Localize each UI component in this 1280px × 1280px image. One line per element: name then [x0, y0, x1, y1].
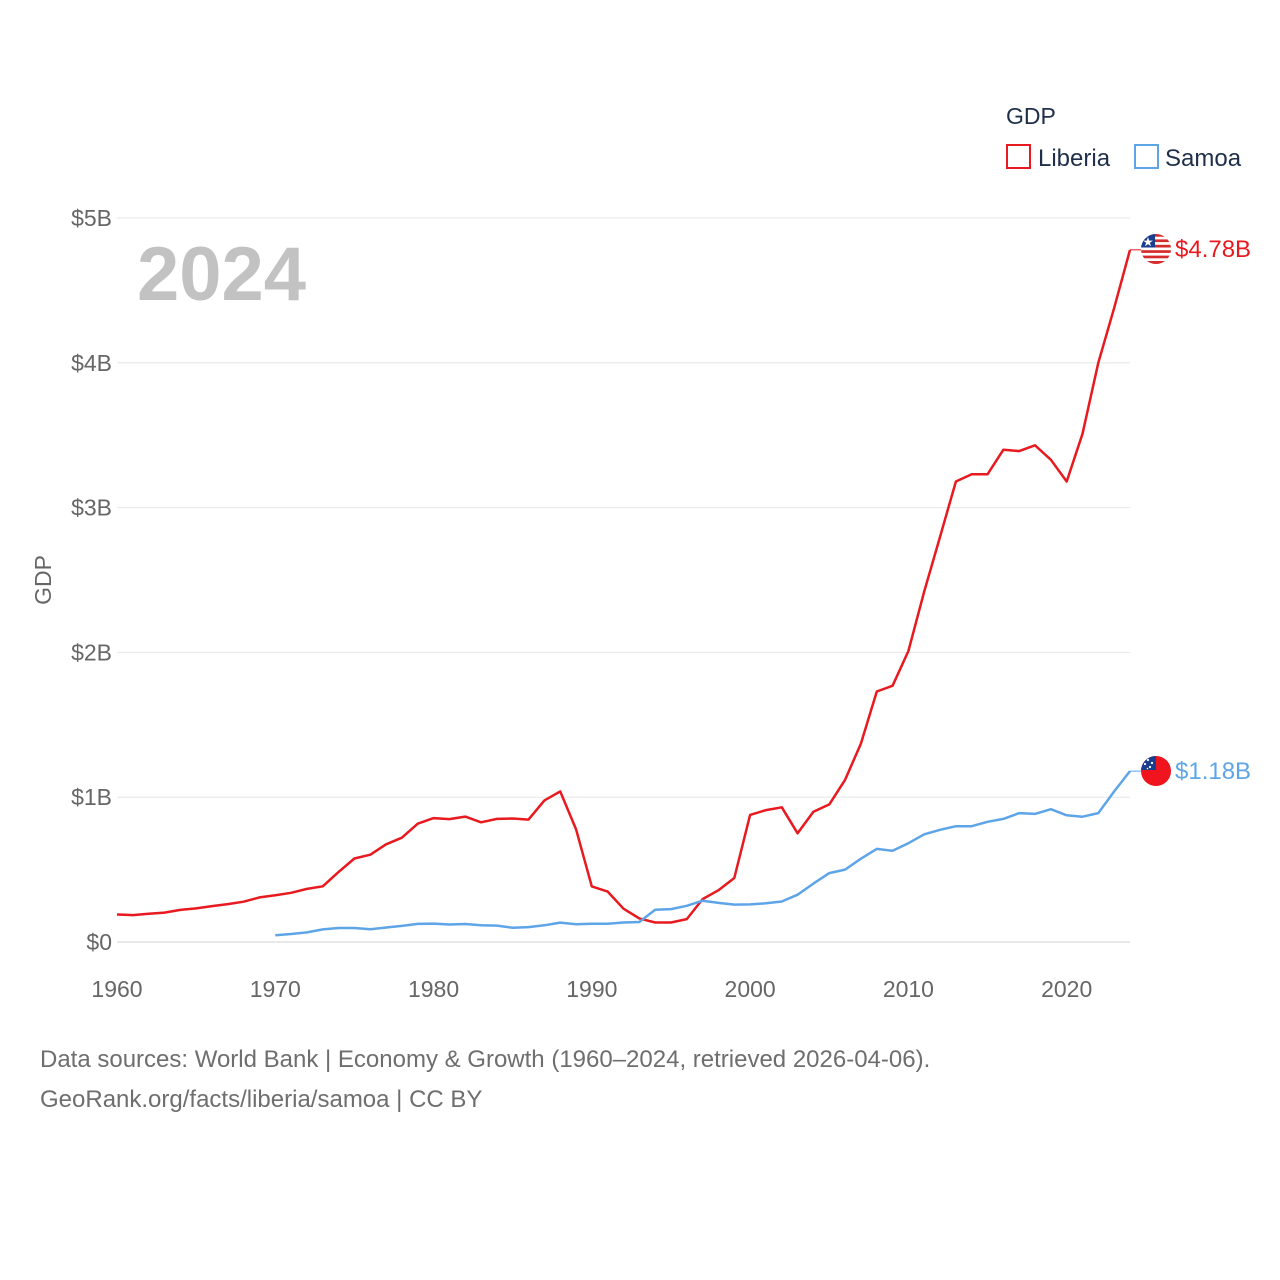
- y-tick-label: $5B: [71, 205, 112, 231]
- x-tick-label: 2020: [1041, 976, 1092, 1002]
- y-tick-label: $1B: [71, 784, 112, 810]
- y-axis-title: GDP: [30, 555, 56, 605]
- liberia-flag-icon: [1141, 234, 1171, 264]
- legend-title: GDP: [1006, 103, 1056, 129]
- legend-label-liberia[interactable]: Liberia: [1038, 145, 1111, 172]
- source-url-text[interactable]: GeoRank.org/facts/liberia/samoa | CC BY: [40, 1086, 483, 1113]
- y-tick-label: $2B: [71, 639, 112, 665]
- footer: Data sources: World Bank | Economy & Gro…: [40, 1040, 1240, 1120]
- x-axis-ticks: 1960 1970 1980 1990 2000 2010 2020: [91, 976, 1092, 1002]
- legend: GDP Liberia Samoa: [1006, 103, 1242, 172]
- end-value-label-liberia: $4.78B: [1175, 236, 1251, 263]
- data-sources-text: Data sources: World Bank | Economy & Gro…: [40, 1046, 931, 1073]
- x-tick-label: 1990: [566, 976, 617, 1002]
- current-year-label: 2024: [137, 232, 306, 317]
- y-tick-label: $4B: [71, 350, 112, 376]
- legend-label-samoa[interactable]: Samoa: [1165, 145, 1242, 172]
- end-value-label-samoa: $1.18B: [1175, 758, 1251, 785]
- gridlines: [117, 217, 1130, 943]
- y-axis-ticks: $0 $1B $2B $3B $4B $5B: [71, 205, 112, 955]
- series-line-samoa[interactable]: [275, 770, 1131, 937]
- legend-swatch-liberia[interactable]: [1006, 144, 1031, 169]
- y-tick-label: $0: [86, 929, 112, 955]
- legend-swatch-samoa[interactable]: [1134, 144, 1159, 169]
- x-tick-label: 1980: [408, 976, 459, 1002]
- y-tick-label: $3B: [71, 495, 112, 521]
- x-tick-label: 2010: [883, 976, 934, 1002]
- series-line-liberia[interactable]: [116, 249, 1132, 924]
- x-tick-label: 1960: [91, 976, 142, 1002]
- x-tick-label: 1970: [250, 976, 301, 1002]
- series-lines: [116, 249, 1141, 937]
- samoa-flag-icon: [1141, 756, 1171, 786]
- x-tick-label: 2000: [725, 976, 776, 1002]
